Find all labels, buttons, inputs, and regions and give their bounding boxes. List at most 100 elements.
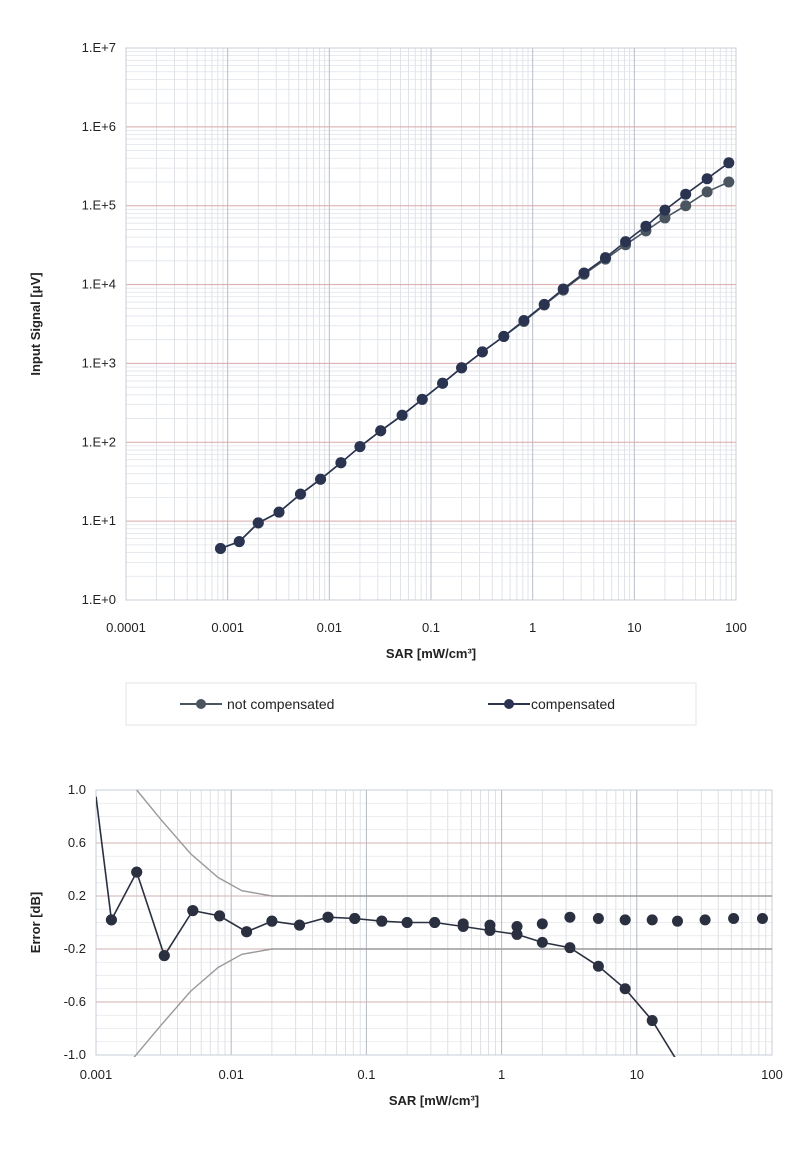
data-point-1 [518,315,530,327]
y-tick-label: 1.E+3 [82,355,116,370]
y-tick-label: -0.6 [64,994,86,1009]
error-data-point-1 [646,914,658,926]
data-point-1 [723,157,735,169]
error-data-point-1 [376,915,388,927]
x-tick-label: 0.1 [422,620,440,635]
data-point-0 [723,176,735,188]
error-data-point-1 [457,918,469,930]
data-point-1 [620,236,632,248]
input-signal-tick-labels: 0.0001 0.001 0.01 0.1 1 10 100 1.E+0 1.E+1 1.E+2 1… [82,40,747,635]
data-point-1 [375,425,387,437]
y-tick-label: 1.E+0 [82,592,116,607]
error-data-point-1 [671,915,683,927]
x-tick-label: 1 [529,620,536,635]
x-tick-label: 100 [725,620,747,635]
error-data-point-1 [349,913,361,925]
x-tick-label: 10 [630,1067,644,1082]
data-point-1 [578,267,590,279]
data-point-1 [437,377,449,389]
input-signal-chart: 0.0001 0.001 0.01 0.1 1 10 100 1.E+0 1.E+1 1.E+2 1… [28,40,747,726]
data-point-1 [538,298,550,310]
error-tick-labels: 0.001 0.01 0.1 1 10 100 1.0 0.6 0.2 -0.2 -0.6 -1.0 [64,782,783,1082]
error-data-point-0 [619,983,631,995]
x-tick-label: 0.001 [211,620,244,635]
y-tick-label: 1.E+7 [82,40,116,55]
legend-marker-not-compensated [196,699,206,709]
data-point-1 [498,330,510,342]
x-tick-label: 10 [627,620,641,635]
data-point-0 [701,186,713,198]
input-signal-y-axis-label: Input Signal [μV] [28,272,43,375]
error-data-point-1 [619,914,631,926]
data-point-1 [659,204,671,216]
error-data-point-0 [564,942,576,954]
x-tick-label: 100 [761,1067,783,1082]
data-point-1 [233,536,245,548]
data-point-1 [273,506,285,518]
data-point-1 [335,457,347,469]
error-plot-frame [95,789,773,1056]
error-data-point-1 [592,913,604,925]
error-data-point-1 [429,917,441,928]
y-tick-label: 0.2 [68,888,86,903]
error-data-point-1 [564,911,576,923]
error-data-point-0 [511,928,523,940]
x-tick-label: 0.0001 [106,620,146,635]
input-signal-plot-frame [125,47,737,601]
error-line-0 [96,796,676,1057]
data-point-1 [354,441,366,453]
y-tick-label: 1.0 [68,782,86,797]
y-tick-label: 1.E+6 [82,119,116,134]
error-data-point-1 [756,913,768,925]
y-tick-label: 1.E+2 [82,434,116,449]
data-point-1 [252,517,264,529]
data-point-1 [456,362,468,374]
x-tick-label: 0.01 [219,1067,244,1082]
legend: not compensated compensated [125,682,697,726]
legend-marker-compensated [504,699,514,709]
error-data-point-1 [322,911,334,923]
error-data-point-1 [266,915,278,927]
error-data-point-1 [105,914,117,926]
error-data-point-1 [187,905,199,917]
data-point-1 [416,393,428,405]
error-data-point-0 [592,960,604,972]
error-y-axis-label: Error [dB] [28,892,43,953]
data-point-1 [701,173,713,185]
y-tick-label: 1.E+5 [82,198,116,213]
error-data-point-0 [646,1015,658,1027]
error-data-point-1 [699,914,711,926]
error-data-point-1 [511,920,523,932]
error-data-point-1 [158,950,170,962]
data-point-0 [659,212,671,224]
error-series [96,789,772,1057]
error-chart: 0.001 0.01 0.1 1 10 1001.00.60.2-0.2-0.6-1.0 … [28,782,783,1108]
data-point-1 [640,220,652,232]
y-tick-label: 0.6 [68,835,86,850]
y-tick-label: 1.E+4 [82,277,116,292]
x-tick-label: 1 [498,1067,505,1082]
input-signal-x-axis-label: SAR [mW/cm³] [386,646,476,661]
error-data-point-1 [536,918,548,930]
legend-label-not-compensated: not compensated [227,696,334,712]
error-data-point-1 [241,926,253,938]
error-data-point-1 [293,919,305,931]
tolerance-line-2 [136,789,772,897]
error-data-point-1 [214,910,226,922]
input-signal-series [214,157,735,554]
error-data-point-1 [131,866,143,878]
data-point-1 [214,542,226,554]
data-point-0 [680,200,692,212]
error-series-clipped [96,789,772,1057]
data-point-1 [396,409,408,421]
legend-label-compensated: compensated [531,696,615,712]
x-tick-label: 0.1 [357,1067,375,1082]
error-data-point-1 [401,917,413,928]
error-data-point-0 [536,936,548,948]
x-tick-label: 0.01 [317,620,342,635]
data-point-1 [476,346,488,358]
error-data-point-1 [484,919,496,931]
error-data-point-1 [728,913,740,925]
